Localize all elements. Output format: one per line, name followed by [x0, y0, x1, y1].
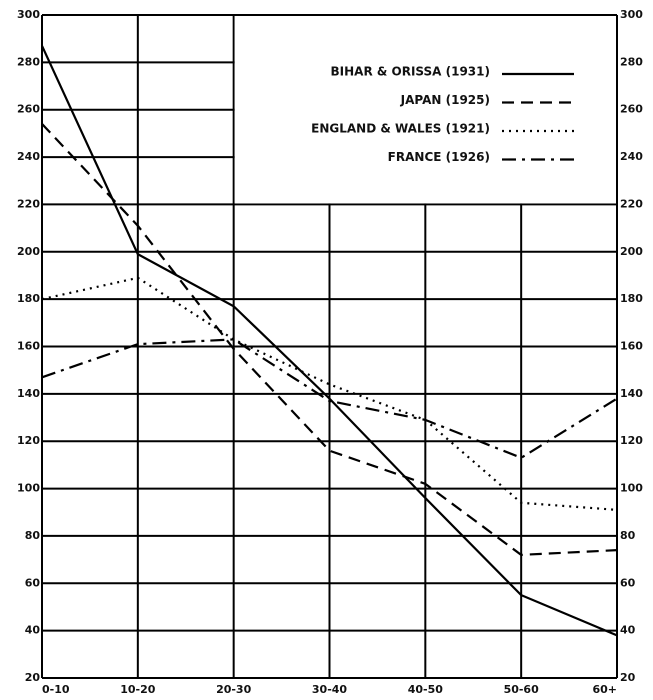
y-tick-label: 120: [17, 434, 40, 447]
legend-label: BIHAR & ORISSA (1931): [331, 65, 491, 79]
y-tick-label: 140: [17, 387, 40, 400]
x-tick-label: 20-30: [216, 683, 252, 696]
y-tick-label: 200: [17, 245, 40, 258]
x-tick-label: 30-40: [312, 683, 348, 696]
y-tick-label: 280: [17, 55, 40, 68]
y-tick-label: 220: [17, 197, 40, 210]
y-tick-label: 40: [25, 624, 41, 637]
y-tick-label: 180: [17, 292, 40, 305]
y-tick-label: 60: [25, 576, 41, 589]
y2-tick-label: 200: [620, 245, 643, 258]
x-tick-label: 50-60: [504, 683, 540, 696]
y2-tick-label: 280: [620, 55, 643, 68]
y-tick-label: 260: [17, 103, 40, 116]
y2-tick-label: 240: [620, 150, 643, 163]
line-series: [41, 45, 618, 637]
y-tick-label: 300: [17, 8, 40, 21]
legend-label: FRANCE (1926): [388, 150, 490, 164]
legend-label: JAPAN (1925): [400, 93, 490, 107]
y2-tick-label: 80: [620, 529, 636, 542]
y2-tick-label: 300: [620, 8, 643, 21]
y-tick-label: 240: [17, 150, 40, 163]
y2-tick-label: 180: [620, 292, 643, 305]
y-tick-label: 20: [25, 671, 41, 684]
legend-box: [234, 16, 616, 204]
y-tick-label: 160: [17, 340, 40, 353]
y2-tick-label: 160: [620, 340, 643, 353]
x-tick-label: 60+: [592, 683, 617, 696]
x-tick-label: 40-50: [408, 683, 444, 696]
y2-tick-label: 60: [620, 576, 636, 589]
legend-label: ENGLAND & WALES (1921): [311, 122, 490, 136]
x-tick-label: 10-20: [120, 683, 156, 696]
line-series: [41, 123, 618, 556]
x-tick-label: 0-10: [42, 683, 70, 696]
line-series: [41, 276, 618, 511]
y2-tick-label: 260: [620, 103, 643, 116]
y2-tick-label: 220: [620, 197, 643, 210]
line-series: [41, 338, 618, 460]
y2-tick-label: 120: [620, 434, 643, 447]
y2-tick-label: 40: [620, 624, 636, 637]
y2-tick-label: 140: [620, 387, 643, 400]
y-tick-label: 80: [25, 529, 41, 542]
y-tick-label: 100: [17, 482, 40, 495]
y2-tick-label: 100: [620, 482, 643, 495]
y2-tick-label: 20: [620, 671, 636, 684]
